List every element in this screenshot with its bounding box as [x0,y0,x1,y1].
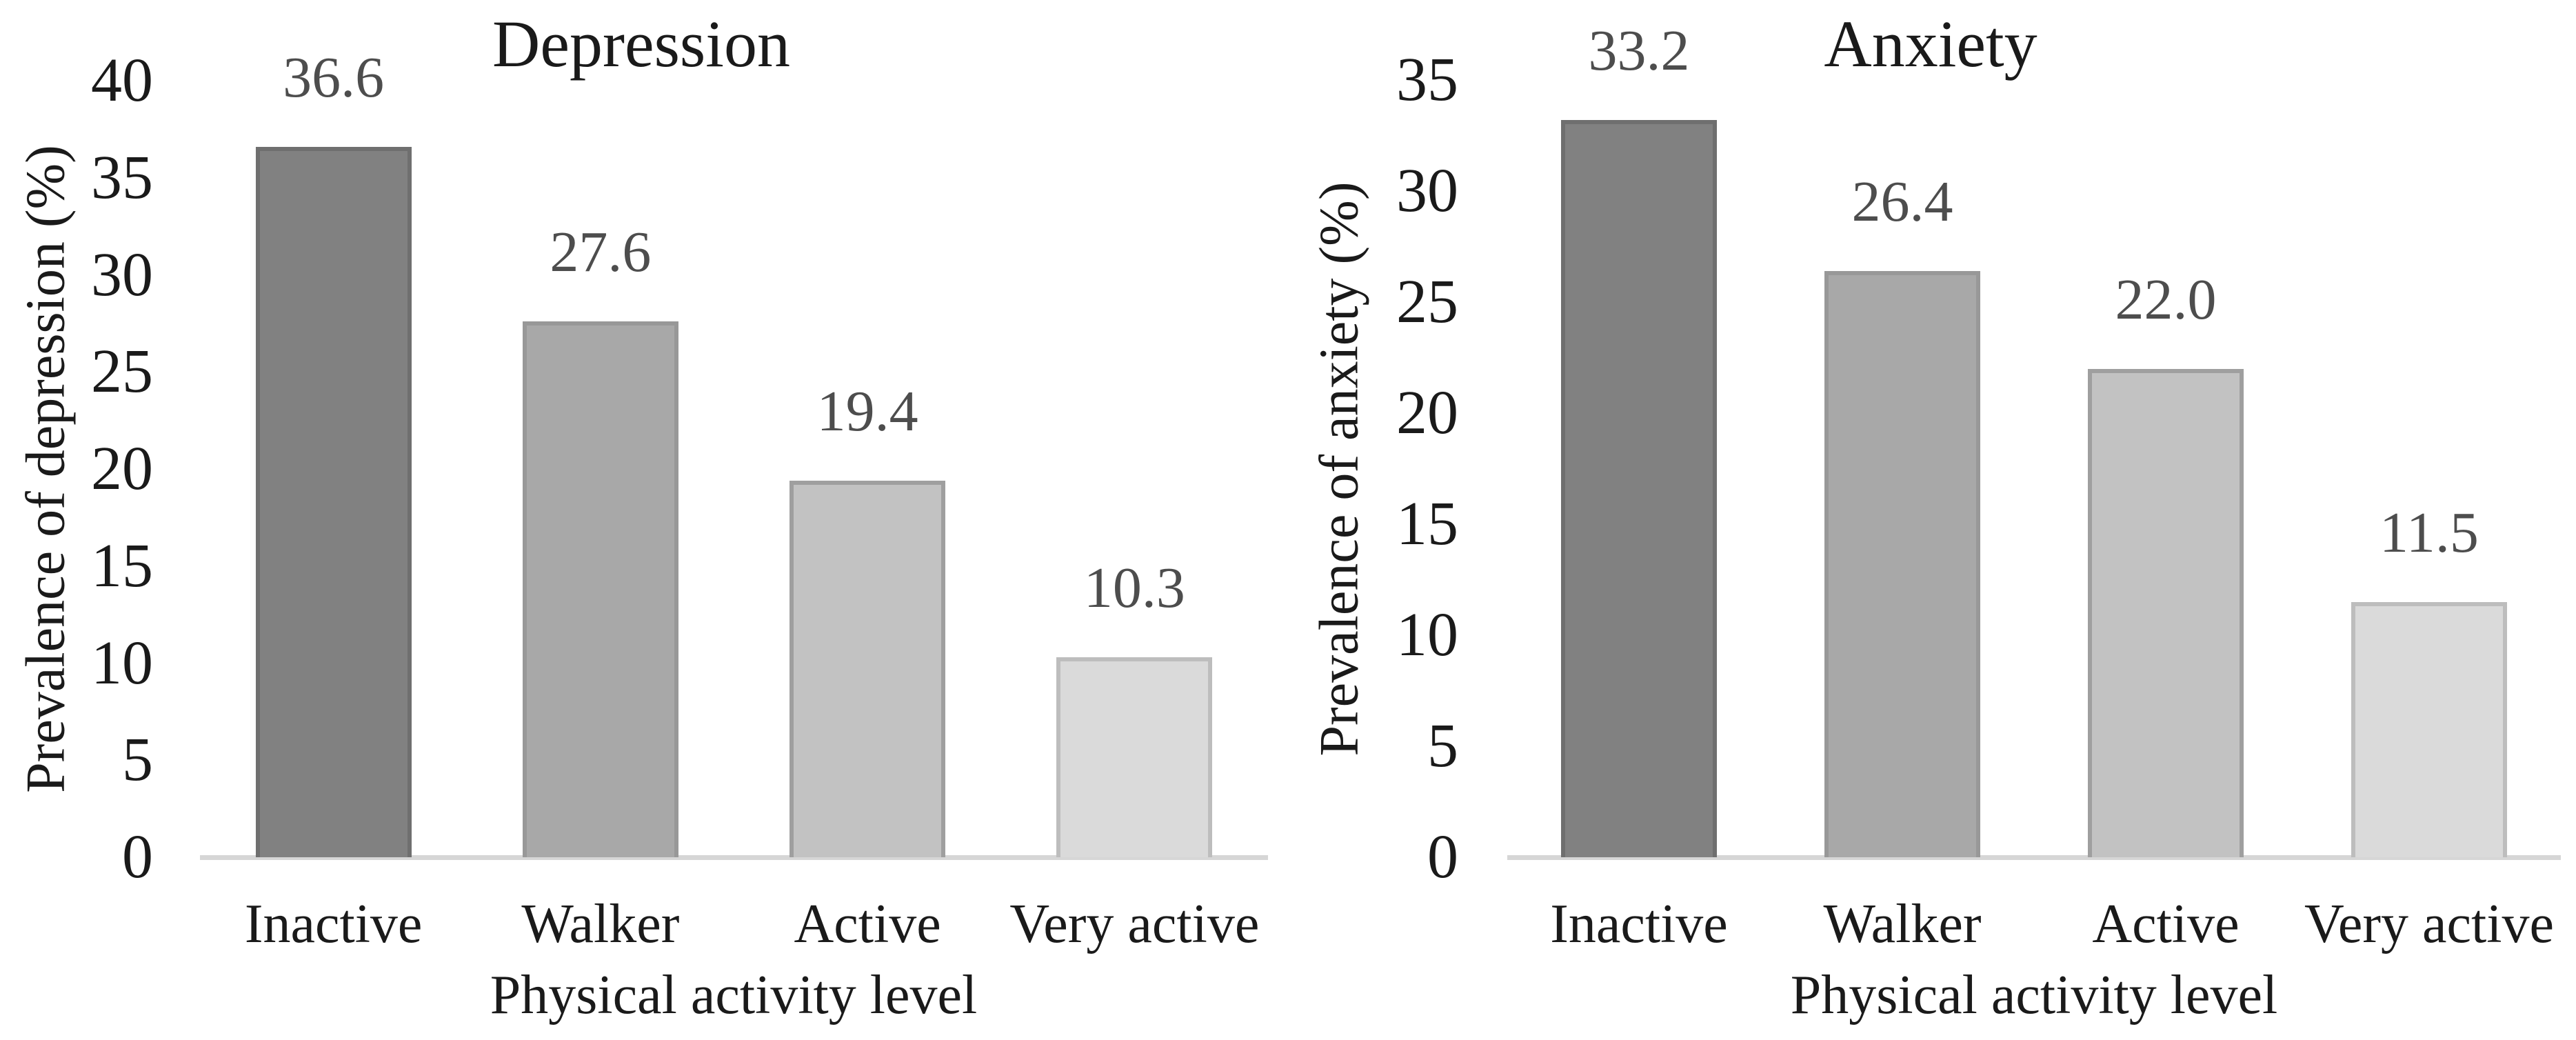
bar-very-active [1056,657,1213,857]
bar-value-label: 33.2 [1588,18,1690,83]
bar-walker [1824,270,1980,857]
y-tick-label: 25 [1396,268,1458,336]
y-tick-label: 5 [122,726,153,794]
x-category-label: Inactive [1550,894,1728,954]
x-axis-title: Physical activity level [1790,965,2278,1026]
bar-very-active [2351,601,2507,857]
y-tick-label: 5 [1427,712,1458,780]
y-tick-label: 35 [1396,46,1458,114]
bar-active [789,480,946,857]
y-tick-label: 25 [91,337,153,406]
x-axis-line [1507,855,2561,860]
x-category-label: Walker [1823,894,1982,954]
bar-value-label: 22.0 [2115,267,2217,332]
x-category-label: Active [2092,894,2240,954]
y-axis-title: Prevalence of anxiety (%) [1309,181,1370,756]
y-tick-label: 20 [1396,379,1458,447]
x-category-label: Active [794,894,941,954]
bar-inactive [255,146,412,857]
bar-value-label: 26.4 [1851,169,1953,234]
y-tick-label: 30 [1396,157,1458,225]
y-tick-label: 0 [122,823,153,891]
bar-value-label: 19.4 [816,379,918,443]
y-tick-label: 0 [1427,823,1458,891]
x-category-label: Walker [521,894,680,954]
y-tick-label: 20 [91,434,153,503]
y-tick-label: 10 [1396,601,1458,669]
x-category-label: Very active [2304,894,2555,954]
y-tick-label: 15 [91,531,153,600]
bar-value-label: 27.6 [550,220,652,285]
bar-active [2088,368,2244,857]
x-axis-title: Physical activity level [490,965,978,1026]
x-axis-line [200,855,1268,860]
y-tick-label: 30 [91,240,153,309]
bar-value-label: 11.5 [2379,500,2479,565]
chart-title: Depression [492,7,790,81]
bar-inactive [1561,119,1717,857]
bar-value-label: 36.6 [283,45,385,110]
y-tick-label: 15 [1396,490,1458,558]
bar-walker [522,321,678,857]
y-tick-label: 35 [91,143,153,212]
x-category-label: Inactive [244,894,423,954]
y-tick-label: 40 [91,46,153,114]
y-tick-label: 10 [91,628,153,697]
x-category-label: Very active [1009,894,1260,954]
bar-value-label: 10.3 [1083,556,1185,621]
chart-title: Anxiety [1824,7,2037,81]
